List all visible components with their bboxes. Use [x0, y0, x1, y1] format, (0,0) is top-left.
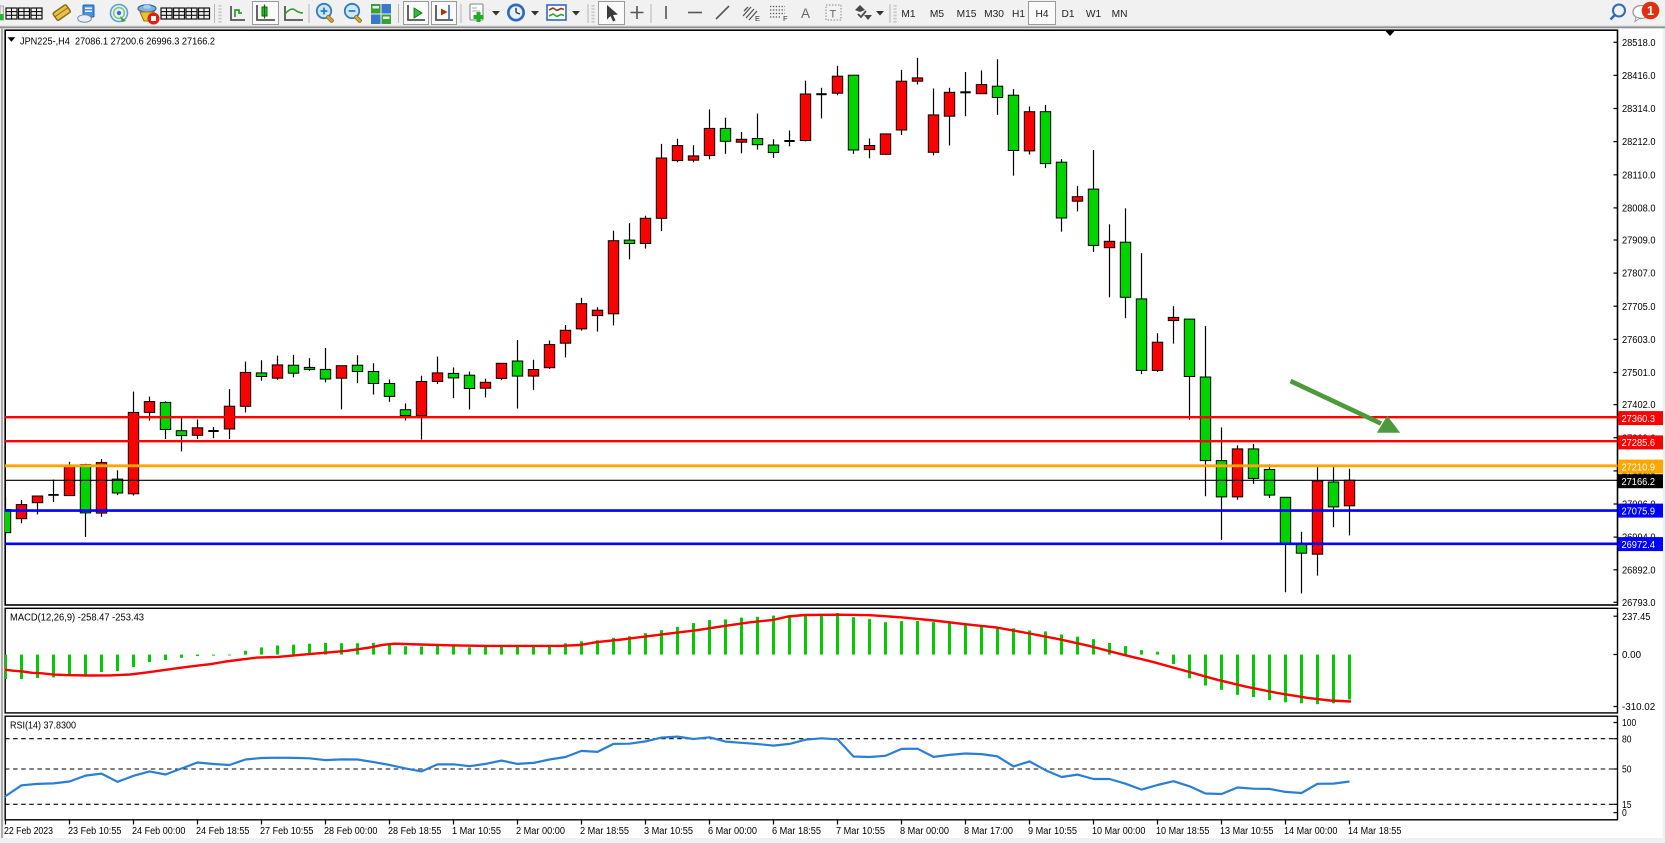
svg-text:15: 15 [1622, 800, 1632, 811]
svg-text:F: F [783, 14, 788, 23]
svg-text:MN: MN [1112, 9, 1128, 20]
svg-text:M15: M15 [957, 9, 977, 20]
svg-text:6 Mar 00:00: 6 Mar 00:00 [708, 826, 757, 837]
svg-text:100: 100 [1622, 718, 1637, 729]
svg-text:2 Mar 18:55: 2 Mar 18:55 [580, 826, 629, 837]
svg-text:T: T [830, 9, 837, 21]
svg-text:9 Mar 10:55: 9 Mar 10:55 [1028, 826, 1077, 837]
svg-text:27501.0: 27501.0 [1622, 368, 1656, 379]
svg-text:28416.0: 28416.0 [1622, 71, 1656, 82]
svg-text:6 Mar 18:55: 6 Mar 18:55 [772, 826, 821, 837]
svg-text:22 Feb 2023: 22 Feb 2023 [4, 826, 53, 837]
svg-text:RSI(14) 37.8300: RSI(14) 37.8300 [10, 721, 76, 732]
svg-text:7 Mar 10:55: 7 Mar 10:55 [836, 826, 885, 837]
svg-text:E: E [755, 14, 760, 23]
svg-text:M30: M30 [984, 9, 1004, 20]
svg-text:50: 50 [1622, 765, 1632, 776]
svg-text:W1: W1 [1086, 9, 1102, 20]
svg-text:27360.3: 27360.3 [1622, 414, 1656, 425]
svg-text:26892.0: 26892.0 [1622, 565, 1656, 576]
svg-text:M5: M5 [930, 9, 944, 20]
svg-text:M1: M1 [901, 9, 915, 20]
svg-text:27909.0: 27909.0 [1622, 236, 1656, 247]
svg-text:237.45: 237.45 [1622, 612, 1651, 623]
svg-text:0.00: 0.00 [1622, 650, 1641, 661]
svg-text:27285.6: 27285.6 [1622, 438, 1656, 449]
svg-text:27603.0: 27603.0 [1622, 335, 1656, 346]
svg-text:27 Feb 10:55: 27 Feb 10:55 [260, 826, 314, 837]
svg-text:1 Mar 10:55: 1 Mar 10:55 [452, 826, 501, 837]
svg-text:JPN225-,H4 27086.1 27200.6 26: JPN225-,H4 27086.1 27200.6 26996.3 27166… [20, 37, 215, 48]
svg-text:27210.9: 27210.9 [1622, 462, 1656, 473]
svg-text:10 Mar 18:55: 10 Mar 18:55 [1156, 826, 1210, 837]
svg-text:28314.0: 28314.0 [1622, 104, 1656, 115]
svg-text:24 Feb 00:00: 24 Feb 00:00 [132, 826, 186, 837]
svg-text:MACD(12,26,9) -258.47 -253.43: MACD(12,26,9) -258.47 -253.43 [10, 613, 144, 624]
svg-text:1: 1 [1647, 4, 1654, 18]
svg-text:3 Mar 10:55: 3 Mar 10:55 [644, 826, 693, 837]
svg-text:H1: H1 [1012, 9, 1025, 20]
svg-text:D1: D1 [1061, 9, 1074, 20]
svg-text:28518.0: 28518.0 [1622, 38, 1656, 49]
svg-text:28212.0: 28212.0 [1622, 137, 1656, 148]
svg-text:8 Mar 17:00: 8 Mar 17:00 [964, 826, 1013, 837]
svg-text:10 Mar 00:00: 10 Mar 00:00 [1092, 826, 1146, 837]
svg-text:A: A [801, 6, 810, 21]
svg-text:26972.4: 26972.4 [1622, 540, 1656, 551]
svg-text:28 Feb 00:00: 28 Feb 00:00 [324, 826, 378, 837]
svg-text:8 Mar 00:00: 8 Mar 00:00 [900, 826, 949, 837]
svg-text:-310.02: -310.02 [1622, 702, 1656, 713]
svg-text:23 Feb 10:55: 23 Feb 10:55 [68, 826, 122, 837]
svg-text:0: 0 [1622, 808, 1627, 819]
svg-text:28008.0: 28008.0 [1622, 204, 1656, 215]
svg-text:28110.0: 28110.0 [1622, 170, 1656, 181]
svg-text:27166.2: 27166.2 [1622, 477, 1656, 488]
svg-text:2 Mar 00:00: 2 Mar 00:00 [516, 826, 565, 837]
svg-text:27705.0: 27705.0 [1622, 302, 1656, 313]
svg-text:27807.0: 27807.0 [1622, 269, 1656, 280]
svg-text:26793.0: 26793.0 [1622, 598, 1656, 609]
svg-text:24 Feb 18:55: 24 Feb 18:55 [196, 826, 250, 837]
svg-text:14 Mar 00:00: 14 Mar 00:00 [1284, 826, 1338, 837]
svg-text:80: 80 [1622, 734, 1632, 745]
svg-text:14 Mar 18:55: 14 Mar 18:55 [1348, 826, 1402, 837]
svg-text:28 Feb 18:55: 28 Feb 18:55 [388, 826, 442, 837]
svg-text:27402.0: 27402.0 [1622, 400, 1656, 411]
svg-text:27075.9: 27075.9 [1622, 506, 1656, 517]
svg-text:H4: H4 [1035, 9, 1048, 20]
svg-text:13 Mar 10:55: 13 Mar 10:55 [1220, 826, 1274, 837]
